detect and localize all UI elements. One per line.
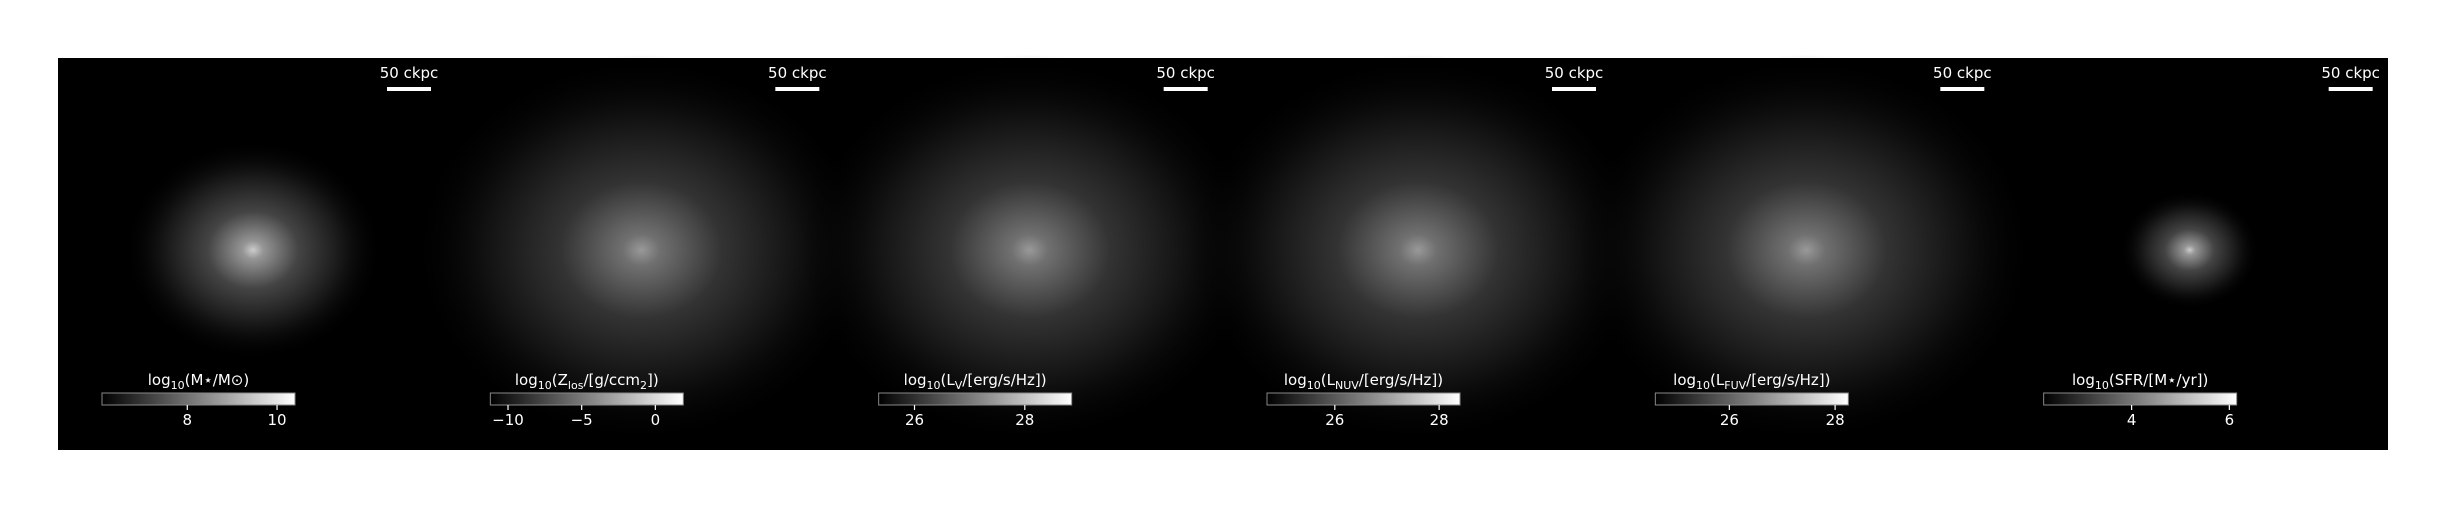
colorbar-tick-label: 26 [905, 411, 924, 429]
label-subscript: 2 [640, 379, 647, 392]
panel: 50 ckpc log10(LV/[erg/s/Hz]) 26 28 [799, 54, 1260, 446]
colorbar-tick-label: 4 [2127, 411, 2137, 429]
colorbar [1654, 392, 1849, 406]
colorbar-label: log10(LNUV/[erg/s/Hz]) [1284, 371, 1443, 392]
panel: 50 ckpc log10(LFUV/[erg/s/Hz]) 26 28 [1576, 54, 2037, 446]
label-text: log [515, 371, 538, 389]
label-subscript: los [568, 379, 584, 392]
label-text: /[g/ccm [583, 371, 640, 389]
label-text: /[erg/s/Hz]) [1746, 371, 1830, 389]
panel: 50 ckpc log10(LNUV/[erg/s/Hz]) 26 28 [1188, 54, 1648, 446]
label-text: ]) [647, 371, 659, 389]
label-text: log [2072, 371, 2095, 389]
colorbar [101, 392, 296, 406]
colorbar [489, 392, 684, 406]
label-subscript: NUV [1335, 379, 1359, 392]
label-text: (L [941, 371, 956, 389]
colorbar-tick-label: 28 [1015, 411, 1034, 429]
panel: 50 ckpc log10(Zlos/[g/ccm2]) −10 −5 0 [411, 54, 872, 446]
label-text: log [148, 371, 171, 389]
label-text: log [904, 371, 927, 389]
galaxy-map [1576, 54, 2037, 446]
label-subscript: 10 [171, 379, 185, 392]
scalebar-label: 50 ckpc [1933, 64, 1992, 82]
galaxy-map [123, 139, 383, 361]
scalebar-label: 50 ckpc [2321, 64, 2380, 82]
colorbar-tick-label: −10 [492, 411, 524, 429]
label-subscript: V [955, 379, 963, 392]
colorbar-label: log10(Zlos/[g/ccm2]) [515, 371, 659, 392]
label-text: (Z [552, 371, 568, 389]
colorbar [1266, 392, 1461, 406]
label-text: log [1284, 371, 1307, 389]
galaxy-map [411, 54, 872, 446]
scalebar-label: 50 ckpc [1545, 64, 1604, 82]
label-subscript: FUV [1724, 379, 1746, 392]
label-text: /[erg/s/Hz]) [962, 371, 1046, 389]
label-text: (M⋆/M⊙) [185, 371, 250, 389]
label-subscript: 10 [2095, 379, 2109, 392]
scalebar-label: 50 ckpc [1156, 64, 1215, 82]
label-subscript: 10 [927, 379, 941, 392]
panel: 50 ckpc log10(SFR/[M⋆/yr]) 4 6 [2043, 64, 2380, 429]
galaxy-map [2119, 190, 2260, 310]
colorbar-tick-label: 26 [1325, 411, 1344, 429]
scalebar-label: 50 ckpc [768, 64, 827, 82]
label-text: (SFR/[M⋆/yr]) [2109, 371, 2208, 389]
label-subscript: 10 [1696, 379, 1710, 392]
label-text: /[erg/s/Hz]) [1359, 371, 1443, 389]
scalebar-label: 50 ckpc [380, 64, 439, 82]
colorbar-tick-label: 0 [651, 411, 661, 429]
colorbar-label: log10(LV/[erg/s/Hz]) [904, 371, 1047, 392]
colorbar-tick-label: 6 [2225, 411, 2235, 429]
colorbar-tick-label: 10 [267, 411, 286, 429]
colorbar-tick-label: 28 [1430, 411, 1449, 429]
colorbar-label: log10(M⋆/M⊙) [148, 371, 249, 392]
colorbar [2043, 392, 2238, 406]
colorbar-tick-label: 28 [1826, 411, 1845, 429]
colorbar-label: log10(SFR/[M⋆/yr]) [2072, 371, 2208, 392]
label-text: log [1673, 371, 1696, 389]
colorbar [878, 392, 1073, 406]
label-subscript: 10 [538, 379, 552, 392]
colorbar-tick-label: 26 [1720, 411, 1739, 429]
label-subscript: 10 [1307, 379, 1321, 392]
galaxy-map [799, 54, 1260, 446]
label-text: (L [1321, 371, 1336, 389]
colorbar-tick-label: −5 [571, 411, 593, 429]
galaxy-map [1188, 54, 1648, 446]
colorbar-tick-label: 8 [183, 411, 193, 429]
colorbar-label: log10(LFUV/[erg/s/Hz]) [1673, 371, 1830, 392]
label-text: (L [1710, 371, 1725, 389]
